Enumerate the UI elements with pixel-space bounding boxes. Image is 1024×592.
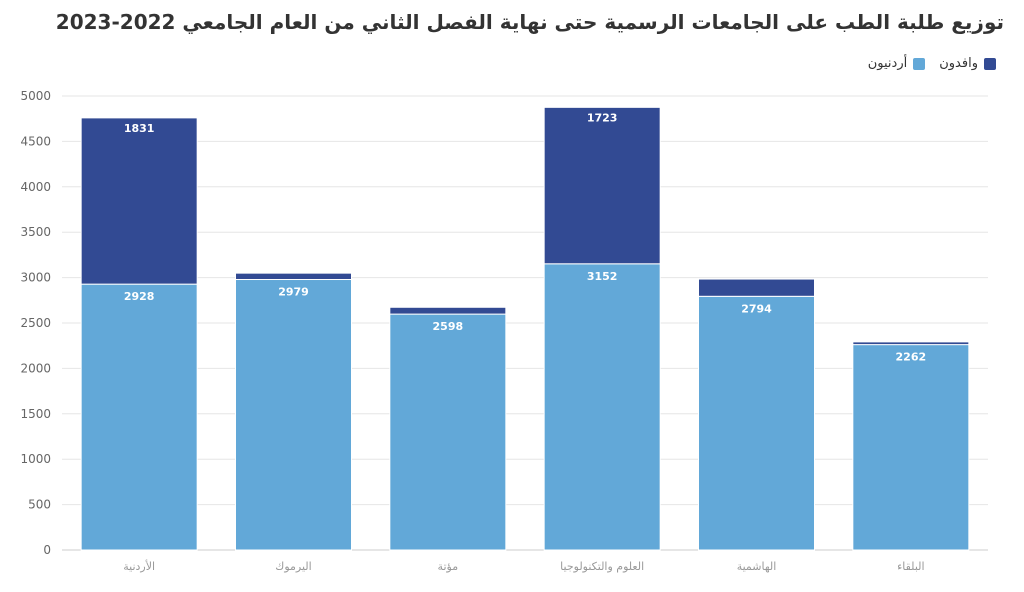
data-label: 2979	[278, 286, 309, 299]
legend-swatch-jordanian	[913, 57, 926, 70]
bar-segment[interactable]	[235, 272, 352, 281]
data-label: 2928	[124, 290, 155, 303]
data-label: 2598	[433, 320, 464, 333]
y-tick-label: 4500	[20, 134, 51, 148]
legend-label-foreign: وافدون	[939, 56, 978, 71]
data-label: 1723	[587, 111, 618, 124]
x-category-label: اليرموك	[275, 560, 311, 573]
data-label: 2794	[741, 302, 772, 315]
x-category-label: العلوم والتكنولوجيا	[560, 560, 644, 573]
bar-segment[interactable]	[852, 344, 970, 551]
legend: وافدون أردنيون	[868, 56, 996, 71]
bar-segment[interactable]	[698, 278, 815, 297]
x-category-label: البلقاء	[897, 560, 924, 573]
bar-segment[interactable]	[389, 313, 507, 551]
bar-segment[interactable]	[852, 341, 970, 346]
x-category-label: الأردنية	[123, 559, 155, 573]
y-tick-label: 5000	[20, 89, 51, 103]
y-tick-label: 0	[43, 543, 51, 557]
chart-title: توزيع طلبة الطب على الجامعات الرسمية حتى…	[55, 10, 1004, 34]
legend-label-jordanian: أردنيون	[867, 56, 908, 71]
y-tick-label: 2000	[20, 361, 51, 375]
x-category-label: الهاشمية	[737, 560, 777, 573]
data-label: 2262	[896, 351, 927, 364]
bar-segment[interactable]	[543, 106, 661, 265]
y-tick-label: 1000	[20, 452, 51, 466]
legend-swatch-foreign	[984, 57, 996, 70]
legend-item-jordanian[interactable]: أردنيون	[867, 56, 926, 71]
bar-segment[interactable]	[235, 279, 352, 551]
y-tick-label: 3500	[20, 225, 51, 239]
bar-segment[interactable]	[543, 263, 661, 551]
y-tick-label: 2500	[20, 316, 51, 330]
bar-segment[interactable]	[389, 306, 507, 315]
y-tick-label: 4000	[20, 180, 51, 194]
x-category-label: مؤتة	[438, 560, 459, 573]
data-label: 3152	[587, 270, 618, 283]
bar-segment[interactable]	[698, 295, 815, 551]
y-tick-label: 500	[28, 498, 51, 512]
legend-item-foreign[interactable]: وافدون	[939, 56, 996, 71]
y-tick-label: 1500	[20, 407, 51, 421]
bar-segment[interactable]	[80, 117, 198, 285]
data-label: 1831	[124, 122, 155, 135]
bar-segment[interactable]	[80, 283, 198, 551]
y-tick-label: 3000	[20, 271, 51, 285]
